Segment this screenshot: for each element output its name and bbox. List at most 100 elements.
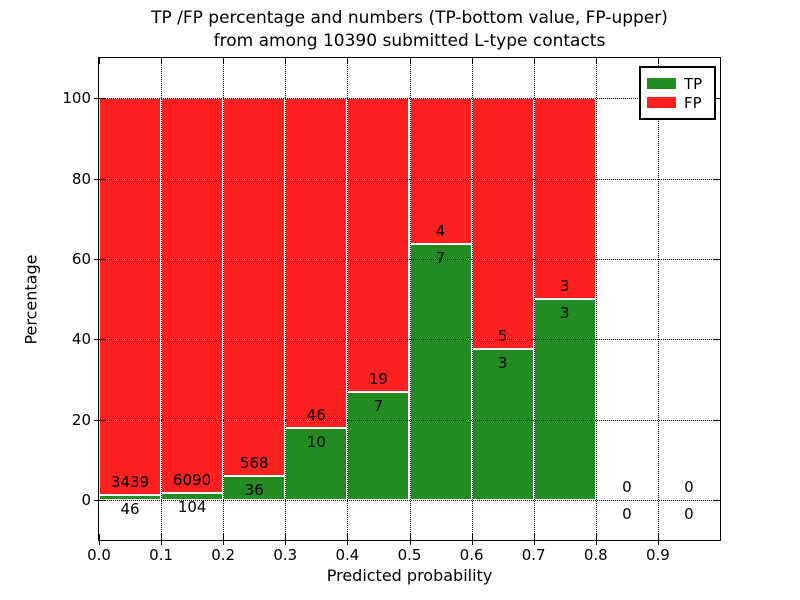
y-tick-label: 0 <box>81 490 91 509</box>
grid-line-vertical <box>409 58 411 540</box>
y-axis-tick <box>94 339 105 341</box>
legend-label-fp: FP <box>684 93 702 112</box>
bar-count-label-tp: 0 <box>684 504 694 523</box>
bar-segment-fp <box>347 98 410 392</box>
x-axis-label: Predicted probability <box>326 566 493 585</box>
y-tick-label: 20 <box>71 410 91 429</box>
y-axis-tick-right <box>714 419 720 421</box>
y-tick-label: 60 <box>71 249 91 268</box>
bar-count-label-fp: 4 <box>435 222 446 241</box>
bar-segment-fp <box>161 98 224 494</box>
bar-count-label-tp: 46 <box>120 499 140 518</box>
x-tick-label: 0.8 <box>583 546 608 564</box>
bar-count-label-tp: 7 <box>435 249 446 268</box>
x-tick-label: 0.0 <box>87 546 111 564</box>
legend-item-tp: TP <box>647 75 710 92</box>
x-axis-tick-top <box>533 58 535 64</box>
y-axis-tick-right <box>714 339 720 341</box>
bar-count-label-tp: 10 <box>306 433 326 452</box>
grid-line-vertical <box>223 58 225 540</box>
bar-segment-tp <box>409 244 472 500</box>
chart-title: TP /FP percentage and numbers (TP-bottom… <box>99 7 720 53</box>
x-axis-tick-top <box>657 58 659 64</box>
bar-count-label-fp: 46 <box>306 406 326 425</box>
x-axis-tick-top <box>99 58 100 64</box>
y-axis-tick-right <box>714 98 720 100</box>
y-tick-label: 80 <box>71 169 91 188</box>
x-axis-tick-top <box>161 58 163 64</box>
x-tick-label: 0.2 <box>211 546 236 564</box>
bar-segment-fp <box>533 98 596 299</box>
y-axis-tick-right <box>714 258 720 260</box>
bar-segment-fp <box>409 98 472 245</box>
y-axis-tick <box>94 499 105 501</box>
bar-count-label-fp: 0 <box>684 477 694 496</box>
x-tick-label: 0.5 <box>397 546 422 564</box>
bar-count-label-tp: 104 <box>177 498 207 517</box>
x-tick-label: 0.3 <box>273 546 298 564</box>
x-tick-label: 0.7 <box>521 546 546 564</box>
x-tick-label: 0.9 <box>645 546 670 564</box>
x-axis-tick-top <box>409 58 411 64</box>
x-axis-tick-top <box>285 58 287 64</box>
bar-segment-tp <box>285 428 348 500</box>
x-axis-tick-top <box>223 58 225 64</box>
x-axis-tick <box>285 534 287 545</box>
bar-count-label-fp: 568 <box>239 453 269 472</box>
y-axis-tick <box>94 258 105 260</box>
x-axis-tick <box>99 534 100 545</box>
bar-count-label-fp: 3 <box>559 277 570 295</box>
x-axis-tick <box>347 534 349 545</box>
x-axis-tick-top <box>595 58 597 64</box>
bar-count-label-tp: 3 <box>497 354 508 373</box>
bar-count-label-fp: 3439 <box>110 472 150 491</box>
grid-line-vertical <box>533 58 535 540</box>
grid-line-vertical <box>657 58 659 540</box>
legend-label-tp: TP <box>684 74 703 93</box>
bar-count-label-fp: 0 <box>622 477 632 496</box>
y-axis-tick <box>94 419 105 421</box>
bar-count-label-tp: 7 <box>373 396 384 415</box>
x-tick-label: 0.4 <box>335 546 360 564</box>
grid-line-vertical <box>285 58 287 540</box>
legend-item-fp: FP <box>647 94 710 111</box>
x-axis-tick <box>409 534 411 545</box>
grid-line-vertical <box>347 58 349 540</box>
y-tick-label: 100 <box>62 89 91 108</box>
plot-area: TP FP 3439 46 6090 104 568 36 46 10 19 7 4 7 5 3 3 3 0 0 0… <box>94 57 721 545</box>
y-axis-tick-right <box>714 499 720 501</box>
bar-count-label-fp: 6090 <box>173 471 212 490</box>
x-axis-tick-top <box>471 58 473 64</box>
bar-segment-tp <box>99 494 162 500</box>
x-axis-tick <box>657 534 659 545</box>
legend-swatch-tp-icon <box>647 78 676 89</box>
x-axis-tick <box>161 534 163 545</box>
bar-count-label-tp: 3 <box>559 304 570 322</box>
legend: TP FP <box>639 66 716 120</box>
x-axis-tick <box>223 534 225 545</box>
bar-count-label-tp: 0 <box>622 504 632 523</box>
chart-title-line2: from among 10390 submitted L-type contac… <box>213 31 606 51</box>
y-axis-tick <box>94 178 105 180</box>
y-axis-tick-right <box>714 178 720 180</box>
legend-swatch-fp-icon <box>647 97 676 108</box>
grid-line-vertical <box>471 58 473 540</box>
x-axis-tick-top <box>347 58 349 64</box>
x-axis-tick <box>533 534 535 545</box>
x-axis-tick <box>595 534 597 545</box>
bar-count-label-tp: 36 <box>244 480 264 499</box>
x-tick-label: 0.6 <box>459 546 484 564</box>
x-tick-label: 0.1 <box>149 546 174 564</box>
bar-count-label-fp: 5 <box>497 327 508 346</box>
bar-count-label-fp: 19 <box>368 369 388 388</box>
chart-title-line1: TP /FP percentage and numbers (TP-bottom… <box>151 8 668 28</box>
x-axis-tick <box>471 534 473 545</box>
bar-segment-fp <box>99 98 162 495</box>
y-axis-tick <box>94 98 105 100</box>
y-tick-label: 40 <box>71 330 91 349</box>
bar-segment-tp <box>533 299 596 500</box>
grid-line-vertical <box>595 58 597 540</box>
grid-line-vertical <box>161 58 163 540</box>
bar-segment-fp <box>471 98 534 350</box>
